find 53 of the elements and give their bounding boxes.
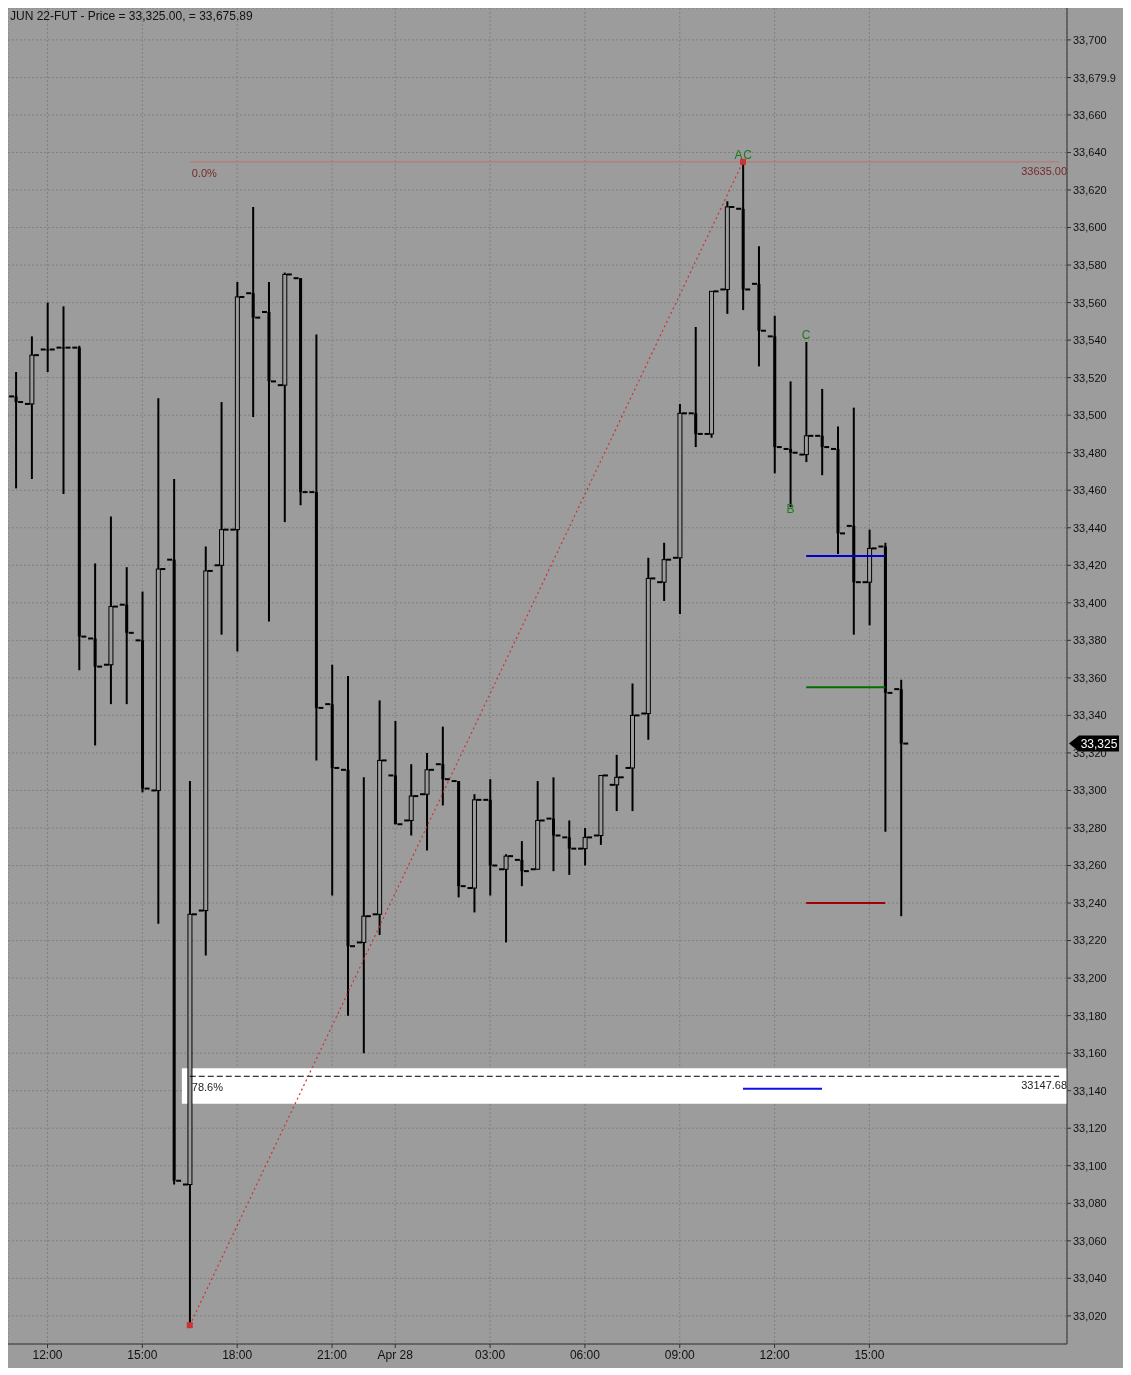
- annotation: B: [786, 502, 795, 517]
- y-tick-label: 33,200: [1073, 972, 1107, 985]
- y-tick-label: 33,400: [1073, 596, 1107, 609]
- y-tick-label: 33,160: [1073, 1047, 1107, 1060]
- y-tick-label: 33,440: [1073, 521, 1107, 534]
- y-tick-label: 33,640: [1073, 146, 1107, 159]
- x-tick-label: 18:00: [222, 1347, 253, 1362]
- y-tick-label: 33,360: [1073, 671, 1107, 684]
- x-tick-label: 09:00: [664, 1347, 696, 1362]
- y-tick-label: 33,540: [1073, 334, 1107, 347]
- x-tick-label: Apr 28: [377, 1347, 414, 1362]
- annotation: C: [801, 328, 811, 342]
- y-tick-label: 33,040: [1073, 1272, 1107, 1285]
- y-tick-label: 33,240: [1073, 896, 1107, 909]
- x-tick-label: 15:00: [127, 1347, 158, 1362]
- x-tick-label: 12:00: [759, 1347, 790, 1362]
- y-tick-label: 33,260: [1073, 859, 1107, 872]
- y-tick-label: 33,280: [1073, 821, 1107, 834]
- y-tick-label: 33,120: [1073, 1122, 1107, 1135]
- y-tick-label: 33,560: [1073, 296, 1107, 309]
- y-tick-label: 33,580: [1073, 258, 1107, 271]
- y-tick-label: 33,660: [1073, 108, 1107, 121]
- y-tick-label: 33,679.9: [1073, 71, 1116, 84]
- y-tick-label: 33,620: [1073, 183, 1107, 196]
- chart-title: JUN 22-FUT - Price = 33,325.00, = 33,675.89: [10, 9, 253, 23]
- annotation: C: [743, 147, 753, 162]
- y-tick-label: 33,420: [1073, 559, 1107, 572]
- y-tick-label: 33,380: [1073, 634, 1107, 647]
- y-tick-label: 33,100: [1073, 1159, 1107, 1172]
- ref-line-label: 33635.00: [1021, 164, 1068, 177]
- y-tick-label: 33,480: [1073, 446, 1107, 459]
- y-tick-label: 33,300: [1073, 784, 1107, 797]
- y-tick-label: 33,600: [1073, 221, 1107, 234]
- x-tick-label: 06:00: [569, 1347, 601, 1362]
- x-tick-label: 15:00: [854, 1347, 885, 1362]
- y-tick-label: 33,340: [1073, 709, 1107, 722]
- y-tick-label: 33,460: [1073, 484, 1107, 497]
- y-tick-label: 33,220: [1073, 934, 1107, 947]
- x-tick-label: 03:00: [475, 1347, 506, 1362]
- annotation: 78.6%: [191, 1081, 224, 1094]
- y-tick-label: 33,180: [1073, 1009, 1107, 1022]
- x-tick-label: 12:00: [32, 1347, 63, 1362]
- y-tick-label: 33,080: [1073, 1197, 1107, 1210]
- ref-line-label: 33147.68: [1021, 1079, 1068, 1092]
- y-tick-label: 33,500: [1073, 409, 1107, 422]
- y-tick-label: 33,700: [1073, 33, 1107, 46]
- y-tick-label: 33,060: [1073, 1234, 1107, 1247]
- y-tick-label: 33,520: [1073, 371, 1107, 384]
- annotation: 0.0%: [191, 166, 218, 179]
- y-tick-label: 33,140: [1073, 1084, 1107, 1097]
- x-tick-label: 21:00: [317, 1347, 348, 1362]
- y-tick-label: 33,020: [1073, 1309, 1107, 1322]
- annotation: A: [734, 147, 743, 162]
